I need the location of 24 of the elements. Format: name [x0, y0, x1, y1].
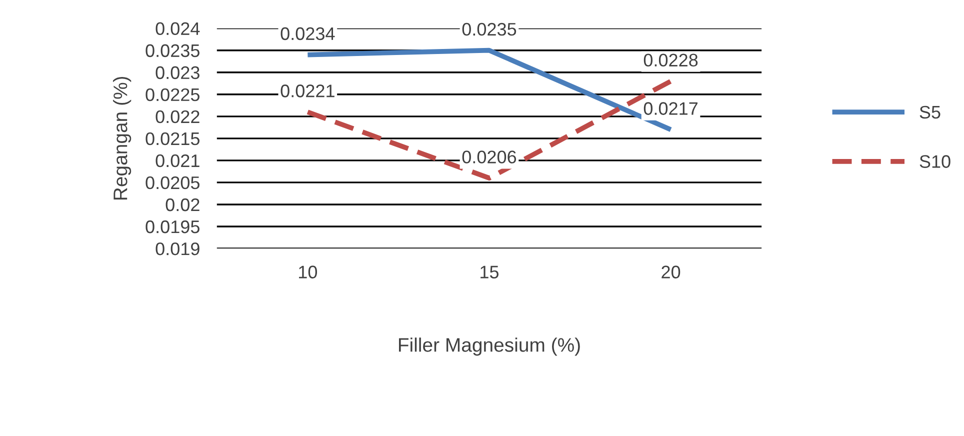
data-label: 0.0206	[462, 150, 516, 164]
legend-label: S10	[920, 155, 950, 168]
y-tick-label: 0.0195	[146, 220, 200, 234]
y-tick-label: 0.0235	[146, 44, 200, 58]
data-label: 0.0234	[280, 27, 335, 40]
y-tick-label: 0.02	[166, 198, 200, 212]
y-axis-title: Regangan (%)	[113, 76, 132, 200]
x-axis-title: Filler Magnesium (%)	[398, 338, 580, 356]
y-tick-label: 0.024	[156, 22, 200, 36]
y-tick-label: 0.0215	[146, 132, 200, 146]
legend-label: S5	[920, 106, 940, 119]
y-tick-label: 0.021	[156, 154, 200, 168]
data-label: 0.0217	[644, 102, 698, 115]
data-label: 0.0221	[280, 84, 334, 98]
y-tick-label: 0.0225	[146, 88, 200, 102]
x-tick-label: 20	[662, 266, 680, 278]
y-tick-label: 0.022	[156, 110, 200, 124]
y-tick-label: 0.0205	[146, 176, 200, 190]
data-label: 0.0228	[644, 54, 698, 67]
data-label: 0.0235	[462, 22, 516, 36]
x-tick-label: 10	[299, 266, 318, 278]
y-tick-label: 0.023	[156, 66, 200, 80]
x-tick-label: 15	[480, 266, 499, 278]
y-tick-label: 0.019	[156, 242, 200, 256]
